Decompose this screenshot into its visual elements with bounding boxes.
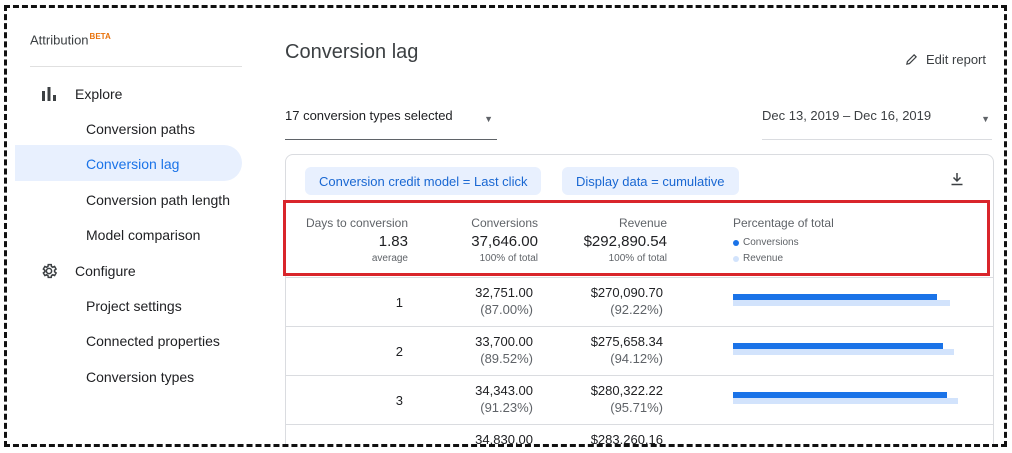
days-value: 1.83 — [378, 233, 408, 250]
sidebar-title-text: Attribution — [30, 32, 89, 48]
legend-conversions: Conversions — [733, 237, 799, 248]
revenue-bar — [733, 398, 958, 404]
sidebar-item-conversion-paths[interactable]: Conversion paths — [86, 121, 195, 137]
days-cell: 2 — [395, 344, 403, 359]
days-cell: 1 — [395, 295, 403, 310]
edit-report-label: Edit report — [926, 52, 986, 67]
app-window: AttributionBETA Explore Conversion paths… — [4, 5, 1007, 447]
sidebar-item-model-comparison[interactable]: Model comparison — [86, 227, 201, 243]
table-row: 1 32,751.00 (87.00%) $270,090.70 (92.22%) — [286, 277, 993, 326]
table-row: 2 33,700.00 (89.52%) $275,658.34 (94.12%) — [286, 326, 993, 375]
date-range-value: Dec 13, 2019 – Dec 16, 2019 — [762, 108, 932, 123]
display-data-chip[interactable]: Display data = cumulative — [562, 167, 739, 195]
conversions-cell: 33,700.00 (89.52%) — [475, 333, 533, 367]
conversions-value: 32,751.00 — [475, 285, 533, 300]
pencil-icon — [906, 54, 918, 65]
revenue-bar — [733, 300, 950, 306]
revenue-header: Revenue — [618, 216, 667, 230]
conversions-value: 34,343.00 — [475, 383, 533, 398]
revenue-cell: $280,322.22 (95.71%) — [591, 382, 663, 416]
gear-icon — [39, 261, 59, 281]
sidebar-active-highlight — [15, 145, 242, 181]
legend-dot-conversions — [733, 239, 739, 246]
sidebar-section-label: Explore — [75, 86, 123, 102]
conversions-value: 34,830.00 — [475, 432, 533, 447]
days-header: Days to conversion — [305, 216, 408, 230]
legend-label: Revenue — [743, 253, 784, 264]
revenue-cell: $275,658.34 (94.12%) — [591, 333, 663, 367]
legend-dot-revenue — [733, 255, 739, 262]
sidebar-item-project-settings[interactable]: Project settings — [86, 298, 182, 314]
sidebar-title: AttributionBETA — [30, 32, 111, 47]
conversions-percent: (87.00%) — [480, 302, 533, 317]
conversion-types-value: 17 conversion types selected — [285, 108, 453, 123]
revenue-value: $280,322.22 — [590, 383, 663, 398]
conversions-value: 33,700.00 — [475, 334, 533, 349]
revenue-percent: (95.71%) — [610, 400, 663, 415]
sidebar-section-label: Configure — [75, 263, 136, 279]
sidebar-item-connected-properties[interactable]: Connected properties — [86, 333, 220, 349]
days-sub: average — [371, 253, 408, 264]
table-row: 34,830.00 $283,260.16 — [286, 424, 993, 447]
revenue-value: $270,090.70 — [590, 285, 663, 300]
sidebar: AttributionBETA Explore Conversion paths… — [7, 8, 249, 444]
conversions-cell: 34,830.00 — [475, 431, 533, 447]
sidebar-divider — [30, 66, 242, 67]
revenue-total: $292,890.54 — [583, 233, 667, 250]
main-content: Conversion lag Edit report 17 conversion… — [249, 8, 1004, 444]
revenue-sub: 100% of total — [608, 253, 667, 264]
revenue-cell: $283,260.16 — [590, 431, 663, 447]
sidebar-item-conversion-path-length[interactable]: Conversion path length — [86, 192, 230, 208]
conversions-total: 37,646.00 — [471, 233, 538, 250]
sidebar-item-conversion-types[interactable]: Conversion types — [86, 369, 195, 385]
revenue-value: $275,658.34 — [590, 334, 663, 349]
sidebar-section-explore[interactable]: Explore — [39, 84, 122, 104]
conversions-percent: (91.23%) — [480, 400, 533, 415]
dropdown-arrow-icon: ▼ — [484, 114, 493, 124]
revenue-value: $283,260.16 — [590, 432, 663, 447]
sidebar-section-configure[interactable]: Configure — [39, 261, 136, 281]
conversions-bar — [733, 343, 943, 349]
revenue-bar — [733, 349, 954, 355]
conversions-percent: (89.52%) — [480, 351, 533, 366]
percentage-header: Percentage of total — [733, 216, 834, 230]
table-row: 3 34,343.00 (91.23%) $280,322.22 (95.71%) — [286, 375, 993, 424]
legend-revenue: Revenue — [733, 253, 783, 264]
days-cell: 3 — [395, 393, 403, 408]
conversions-cell: 34,343.00 (91.23%) — [475, 382, 533, 416]
conversions-bar — [733, 294, 937, 300]
revenue-percent: (92.22%) — [610, 302, 663, 317]
conversion-types-select[interactable]: 17 conversion types selected ▼ — [285, 108, 497, 140]
revenue-percent: (94.12%) — [610, 351, 663, 366]
credit-model-chip[interactable]: Conversion credit model = Last click — [305, 167, 542, 195]
legend-label: Conversions — [743, 237, 799, 248]
conversion-lag-card: Conversion credit model = Last click Dis… — [285, 154, 994, 447]
download-icon[interactable] — [949, 171, 967, 189]
date-range-select[interactable]: Dec 13, 2019 – Dec 16, 2019 ▼ — [762, 108, 992, 140]
dropdown-arrow-icon: ▼ — [981, 114, 990, 124]
conversions-bar — [733, 392, 947, 398]
conversions-sub: 100% of total — [479, 253, 538, 264]
conversions-cell: 32,751.00 (87.00%) — [475, 284, 533, 318]
sidebar-item-conversion-lag[interactable]: Conversion lag — [86, 156, 180, 172]
page-title: Conversion lag — [285, 41, 419, 63]
revenue-cell: $270,090.70 (92.22%) — [591, 284, 663, 318]
conversions-header: Conversions — [471, 216, 538, 230]
summary-row: Days to conversion 1.83 average Conversi… — [286, 207, 993, 277]
beta-badge: BETA — [89, 32, 111, 41]
bar-chart-icon — [39, 84, 59, 104]
edit-report-button[interactable]: Edit report — [905, 52, 986, 67]
